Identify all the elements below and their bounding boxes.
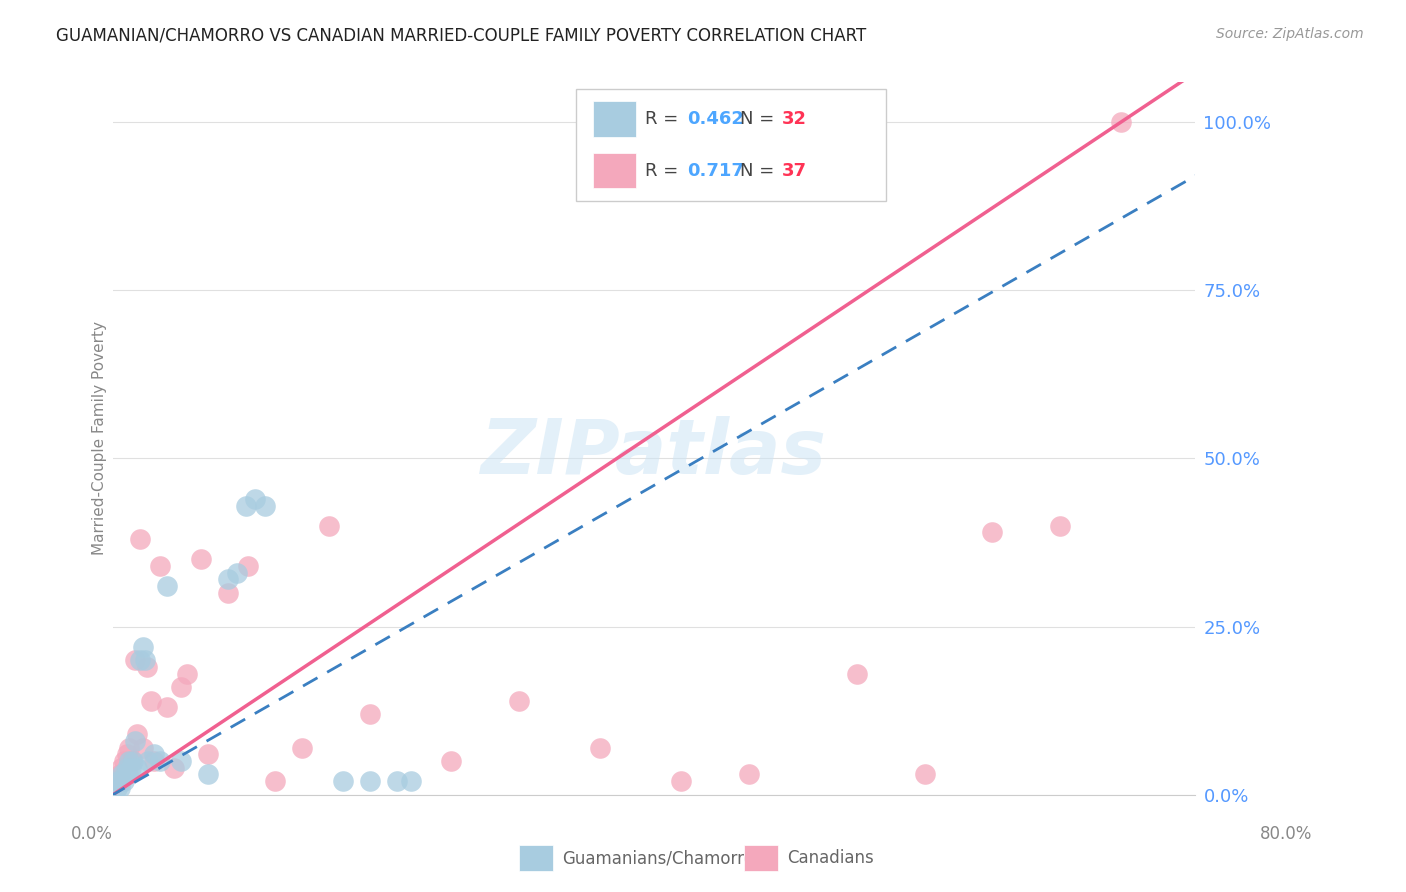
Point [149, 754, 172, 768]
Point [197, 767, 219, 781]
Point [127, 761, 149, 775]
Text: 37: 37 [782, 161, 807, 179]
Point [318, 518, 340, 533]
Point [108, 780, 131, 795]
Point [118, 754, 141, 768]
Point [981, 525, 1004, 540]
Point [129, 653, 152, 667]
Point [332, 774, 354, 789]
Point [115, 761, 138, 775]
Point [359, 774, 381, 789]
Point [176, 666, 198, 681]
Point [105, 774, 128, 789]
Point [589, 740, 612, 755]
Point [105, 780, 128, 795]
Point [156, 700, 179, 714]
Point [117, 767, 139, 781]
Point [114, 767, 136, 781]
Point [235, 499, 257, 513]
Point [359, 706, 381, 721]
Point [111, 767, 134, 781]
Point [136, 754, 159, 768]
Point [108, 767, 131, 781]
Text: 0.0%: 0.0% [70, 825, 112, 843]
Point [135, 660, 157, 674]
Text: Canadians: Canadians [787, 849, 875, 867]
Point [197, 747, 219, 762]
Text: Guamanians/Chamorros: Guamanians/Chamorros [562, 849, 763, 867]
Point [142, 754, 165, 768]
Point [112, 774, 135, 789]
Y-axis label: Married-Couple Family Poverty: Married-Couple Family Poverty [93, 321, 107, 555]
Text: GUAMANIAN/CHAMORRO VS CANADIAN MARRIED-COUPLE FAMILY POVERTY CORRELATION CHART: GUAMANIAN/CHAMORRO VS CANADIAN MARRIED-C… [56, 27, 866, 45]
Point [226, 566, 249, 580]
Point [243, 491, 266, 506]
Point [163, 761, 186, 775]
Point [508, 693, 530, 707]
Point [440, 754, 463, 768]
Point [134, 653, 156, 667]
Point [132, 640, 155, 654]
Point [399, 774, 422, 789]
Text: 32: 32 [782, 111, 807, 128]
Point [1049, 518, 1071, 533]
Point [846, 666, 869, 681]
Point [142, 747, 165, 762]
Point [1109, 115, 1132, 129]
Text: Source: ZipAtlas.com: Source: ZipAtlas.com [1216, 27, 1364, 41]
Point [139, 693, 162, 707]
Point [169, 754, 191, 768]
Point [190, 552, 212, 566]
Point [669, 774, 692, 789]
Point [149, 559, 172, 574]
Text: 0.717: 0.717 [688, 161, 744, 179]
Text: N =: N = [740, 111, 779, 128]
Point [127, 727, 149, 741]
Point [120, 761, 142, 775]
Point [129, 532, 152, 546]
Point [115, 747, 138, 762]
Point [110, 761, 132, 775]
Text: R =: R = [645, 111, 685, 128]
Text: ZIPatlas: ZIPatlas [481, 416, 827, 490]
Point [253, 499, 276, 513]
Point [112, 754, 135, 768]
Text: N =: N = [740, 161, 779, 179]
Point [738, 767, 761, 781]
Text: 0.462: 0.462 [688, 111, 744, 128]
Point [132, 740, 155, 755]
Point [169, 680, 191, 694]
Point [291, 740, 314, 755]
Point [217, 573, 239, 587]
Point [122, 754, 145, 768]
Point [156, 579, 179, 593]
Point [914, 767, 936, 781]
Point [264, 774, 287, 789]
Text: 80.0%: 80.0% [1260, 825, 1313, 843]
Point [385, 774, 408, 789]
Point [124, 734, 146, 748]
Point [121, 754, 143, 768]
Point [110, 774, 132, 789]
Point [217, 586, 239, 600]
Text: R =: R = [645, 161, 685, 179]
Point [118, 740, 141, 755]
Point [124, 653, 146, 667]
Point [107, 774, 129, 789]
Point [238, 559, 260, 574]
